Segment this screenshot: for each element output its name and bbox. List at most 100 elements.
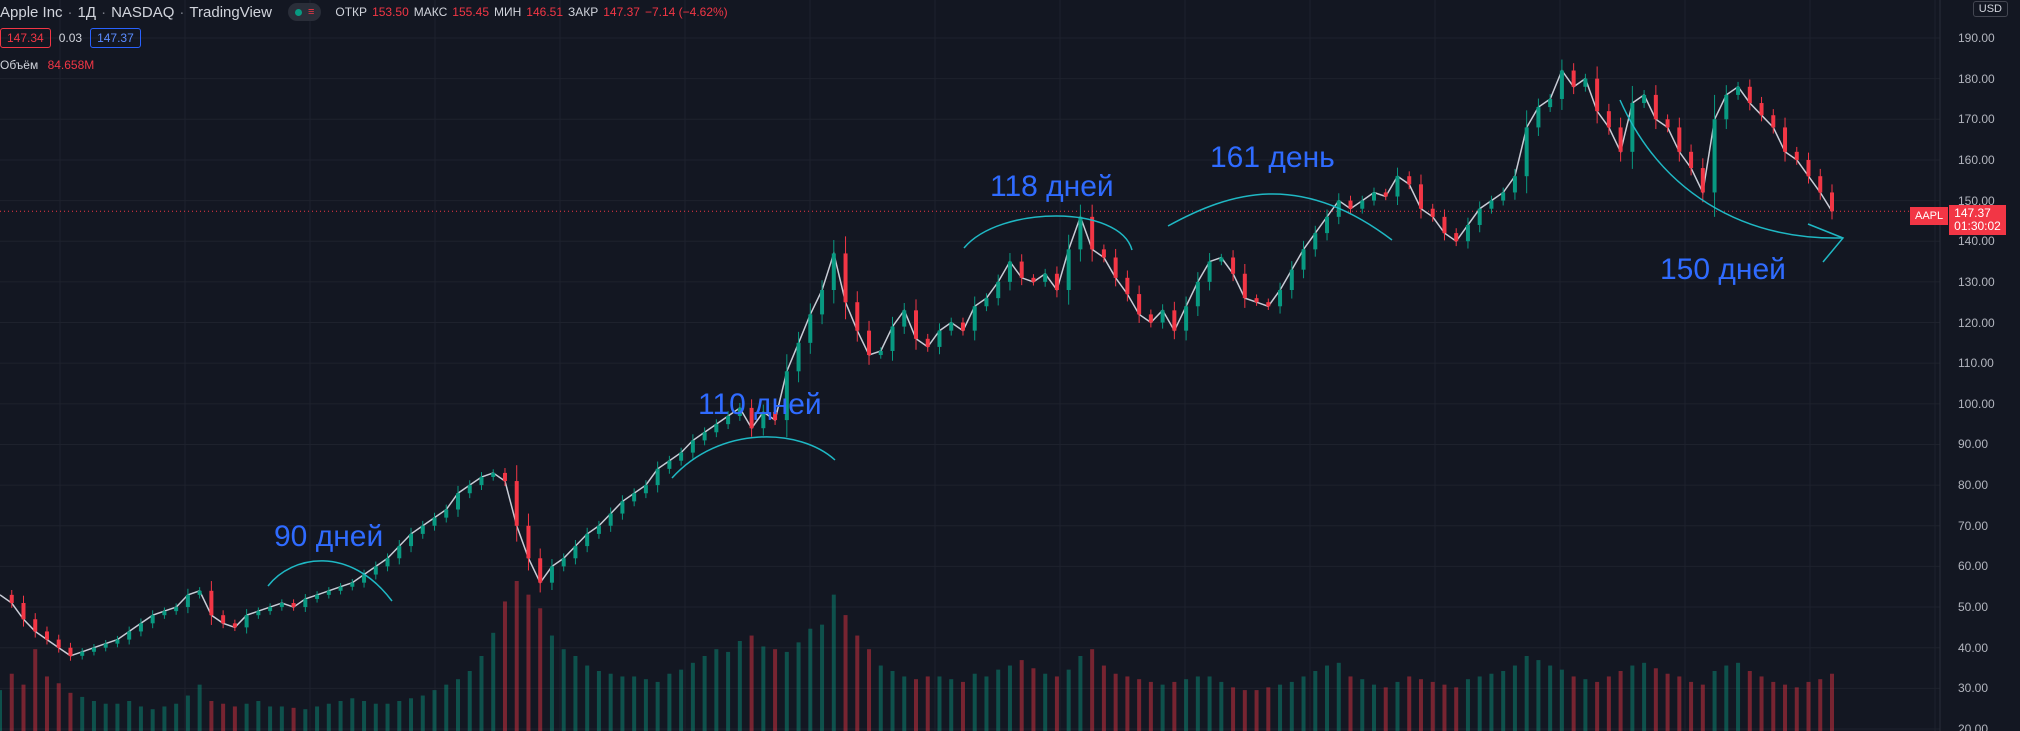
- candle-body: [702, 432, 707, 441]
- candle-body: [420, 525, 425, 534]
- candle-body: [502, 472, 507, 482]
- volume-bar: [949, 679, 954, 731]
- candle-body: [1618, 127, 1623, 152]
- volume-bar: [1747, 671, 1752, 731]
- volume-bar: [1595, 681, 1600, 731]
- volume-bar: [1606, 676, 1611, 731]
- candle-body: [585, 533, 590, 547]
- volume-bar: [1113, 673, 1118, 731]
- volume-bar: [1160, 684, 1165, 731]
- volume-bar: [1325, 665, 1330, 731]
- volume-bar: [796, 642, 801, 731]
- candle-body: [1242, 273, 1247, 299]
- volume-bar: [232, 706, 237, 731]
- candle-body: [749, 407, 754, 429]
- candle-body: [1395, 176, 1400, 197]
- close-label: ЗАКР: [568, 5, 599, 19]
- volume-bar: [1783, 684, 1788, 731]
- arc-110: [671, 436, 836, 479]
- candle-body: [1266, 302, 1271, 307]
- volume-bar: [432, 690, 437, 731]
- candle-body: [1313, 233, 1318, 250]
- volume-bar: [0, 690, 2, 731]
- volume-bar: [749, 635, 754, 731]
- candle-body: [91, 647, 96, 652]
- volume-bar: [1583, 679, 1588, 731]
- separator: ·: [67, 3, 73, 21]
- candle-body: [1783, 127, 1788, 152]
- volume-bar: [690, 662, 695, 731]
- price-tag-price: 147.37: [1954, 206, 1991, 220]
- volume-bar: [714, 649, 719, 731]
- candle-body: [1559, 70, 1564, 99]
- candle-body: [373, 566, 378, 575]
- candle-body: [467, 485, 472, 494]
- volume-bar: [1830, 673, 1834, 731]
- annotation-161-days[interactable]: 161 день: [1210, 141, 1335, 174]
- candle-body: [690, 440, 695, 453]
- candle-body: [643, 485, 648, 494]
- candle-body: [1736, 86, 1741, 95]
- volume-bar: [362, 701, 367, 731]
- volume-bar: [679, 669, 684, 731]
- candle-body: [867, 330, 872, 356]
- price-axis-label: 90.00: [1958, 437, 1989, 452]
- ohlc-values: ОТКР 153.50 МАКС 155.45 МИН 146.51 ЗАКР 147.…: [335, 5, 727, 19]
- currency-selector[interactable]: USD: [1972, 1, 2008, 17]
- volume-bar: [820, 624, 825, 731]
- symbol-name[interactable]: Apple Inc: [0, 3, 63, 21]
- volume-bar: [1477, 676, 1482, 731]
- market-status-toggle[interactable]: ≡: [287, 3, 322, 21]
- candle-body: [902, 310, 907, 327]
- annotation-118-days[interactable]: 118 дней: [990, 170, 1114, 203]
- ask-button[interactable]: 147.37: [90, 28, 141, 48]
- candle-body: [1090, 216, 1095, 250]
- candle-body: [808, 314, 813, 343]
- annotation-150-days[interactable]: 150 дней: [1660, 253, 1786, 286]
- volume-bar: [902, 676, 907, 731]
- volume-bar: [655, 681, 660, 731]
- volume-bar: [867, 649, 872, 731]
- price-axis-label: 180.00: [1958, 71, 1995, 86]
- candle-body: [1712, 119, 1717, 193]
- candle-body: [1148, 314, 1153, 323]
- candle-body: [761, 411, 766, 429]
- volume-bar: [1266, 687, 1271, 731]
- volume-bar: [1524, 656, 1529, 731]
- candle-body: [268, 607, 273, 612]
- volume-bar: [1278, 684, 1283, 731]
- volume-bar: [268, 706, 273, 731]
- volume-label: Объём: [0, 58, 39, 72]
- volume-legend[interactable]: Объём 84.658M: [0, 58, 94, 72]
- candle-body: [103, 643, 108, 648]
- volume-bar: [1125, 676, 1130, 731]
- candle-body: [1477, 208, 1482, 225]
- candle-body: [1289, 269, 1294, 291]
- volume-bar: [1454, 687, 1459, 731]
- volume-bar: [514, 581, 519, 731]
- volume-bar: [984, 676, 989, 731]
- candle-body: [1207, 261, 1212, 282]
- bid-button[interactable]: 147.34: [0, 28, 51, 48]
- volume-bars: [0, 581, 1834, 731]
- volume-bar: [573, 656, 578, 731]
- volume-bar: [925, 676, 930, 731]
- annotation-90-days[interactable]: 90 дней: [274, 520, 384, 553]
- interval[interactable]: 1Д: [77, 3, 97, 21]
- candle-body: [185, 594, 190, 608]
- volume-bar: [1219, 681, 1224, 731]
- volume-bar: [291, 707, 296, 731]
- annotation-110-days[interactable]: 110 дней: [698, 388, 822, 421]
- volume-bar: [1559, 669, 1564, 731]
- candle-body: [21, 602, 26, 620]
- price-axis-label: 190.00: [1958, 31, 1995, 45]
- candle-body: [1195, 281, 1200, 307]
- candle-body: [1160, 310, 1165, 323]
- candle-body: [303, 598, 308, 608]
- price-tag-symbol: AAPL: [1910, 207, 1949, 225]
- volume-bar: [185, 695, 190, 731]
- price-axis-label: 120.00: [1958, 315, 1995, 330]
- volume-bar: [1301, 676, 1306, 731]
- arrow-150: [1807, 223, 1845, 263]
